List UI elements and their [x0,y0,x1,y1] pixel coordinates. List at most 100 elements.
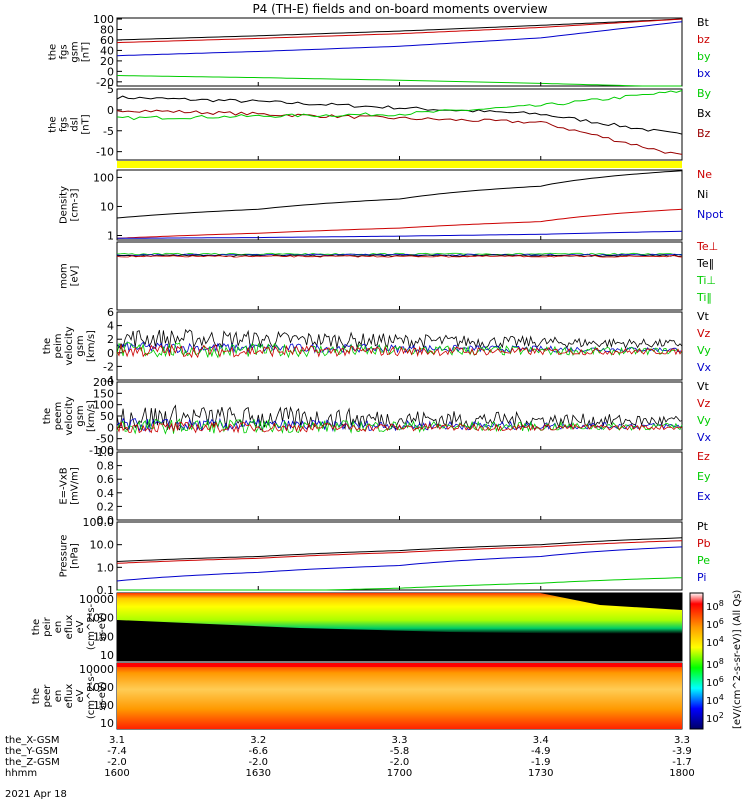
y-axis-label: en [53,621,64,634]
y-tick-label: 100 [93,699,114,712]
legend-entry: Ni [697,188,708,201]
peir-spectrogram-image [117,593,682,661]
series-line [116,18,683,44]
y-tick-label: -5 [103,125,114,138]
y-tick-label: 50 [100,410,114,423]
y-axis-label: the [42,408,53,424]
orbit-value: 3.4 [533,735,549,746]
y-axis-label: eV [75,620,86,633]
legend-entry: Vz [697,397,711,410]
orbit-value: -3.9 [672,746,692,757]
y-axis-label: the [31,688,42,704]
orbit-value: 1800 [669,768,694,779]
y-tick-label: 0 [107,104,114,117]
legend-entry: Vx [697,361,712,374]
y-axis-label: the [48,44,59,60]
y-tick-label: 5 [107,83,114,96]
y-tick-label: -100 [89,444,114,457]
y-axis-label: the [31,619,42,635]
y-axis-label: peim [53,333,64,358]
y-axis-label: gsm [75,405,86,426]
legend-entry: Ey [697,470,711,483]
y-axis-label: eV [75,689,86,702]
y-tick-label: 100.0 [83,516,115,529]
colorbar-tick-label: 106 [706,617,724,631]
legend-entry: Ex [697,490,711,503]
legend-entry: Te⊥ [696,240,718,253]
series-line [116,255,683,258]
panel-peim-velocity-frame [116,311,683,381]
legend-entry: Pi [697,571,706,584]
y-tick-label: 100 [93,171,114,184]
y-tick-label: -20 [96,76,114,89]
y-tick-label: 1.0 [97,446,115,459]
legend-entry: Vz [697,327,711,340]
y-axis-label: (cm^2-s- [86,672,97,719]
colorbar-ticks: 108 106 104 108 106 104 102 [706,599,724,725]
series-line [116,540,683,564]
panel-density: 100 10 1 Density [cm-3] Ne Ni Npot [59,168,724,243]
y-axis-label: [nPa] [70,543,81,569]
y-tick-label: 0.6 [97,473,115,486]
orbit-row-label: hhmm [5,768,37,779]
orbit-value: 3.1 [109,735,125,746]
legend-entry: Te‖ [696,257,714,270]
orbit-value: -5.8 [390,746,410,757]
series-line [116,95,683,135]
legend-entry: bx [697,67,711,80]
orbit-value: 1630 [246,768,271,779]
y-tick-label: 10 [100,649,114,662]
y-axis-label: gsm [70,41,81,62]
orbit-row-label: the_X-GSM [5,735,59,746]
orbit-value: -1.7 [672,757,692,768]
series-line [116,253,683,256]
series-line [116,170,683,219]
orbit-value: 1700 [387,768,412,779]
orbit-value: 3.3 [392,735,408,746]
legend-entry: by [697,50,711,63]
series-line [116,546,683,582]
colorbar [689,592,704,730]
y-axis-label: (cm^2-s- [86,603,97,650]
y-tick-label: 100 [93,13,114,26]
y-tick-label: 150 [93,387,114,400]
orbit-value: -2.0 [107,757,127,768]
y-tick-label: 0 [107,65,114,78]
colorbar-tick-label: 104 [706,635,724,649]
y-axis-label: E=-VxB [59,467,70,504]
colorbar-tick-label: 106 [706,675,724,689]
y-axis-label: the [48,116,59,132]
y-axis-label: fgs [59,44,70,59]
y-axis-label: Pressure [59,535,70,578]
y-axis-label: en [53,690,64,703]
panel-density-frame [116,169,683,241]
y-tick-label: 0.8 [97,460,115,473]
legend-entry: Pe [697,554,710,567]
orbit-value: 3.3 [674,735,690,746]
y-tick-label: 6 [107,306,114,319]
y-tick-label: 1 [107,230,114,243]
legend-entry: Bt [697,16,710,29]
series-line [116,21,683,57]
panel-pressure: 100.0 10.0 1.0 0.1 Pressure [nPa] Pt Pb Pe Pi [59,516,711,597]
orbit-value: 1600 [104,768,129,779]
y-axis-label: sr-eV) [97,612,108,641]
y-tick-label: 1.0 [97,561,115,574]
y-tick-label: 10.0 [90,539,115,552]
y-axis-label: gsm [75,335,86,356]
panel-temperature-frame [116,241,683,311]
y-axis-label: eflux [64,684,75,709]
y-axis-label: Density [59,186,70,224]
quality-flag-bar [117,161,682,168]
legend-entry: Npot [697,208,724,221]
y-tick-label: 20 [100,55,114,68]
panel-pressure-frame [116,521,683,591]
legend-entry: Ti‖ [696,291,712,304]
y-tick-label: -4 [103,374,114,387]
y-tick-label: 2 [107,333,114,346]
legend-entry: Vt [697,380,710,393]
series-line [116,252,683,256]
y-tick-label: 0.2 [97,500,115,513]
